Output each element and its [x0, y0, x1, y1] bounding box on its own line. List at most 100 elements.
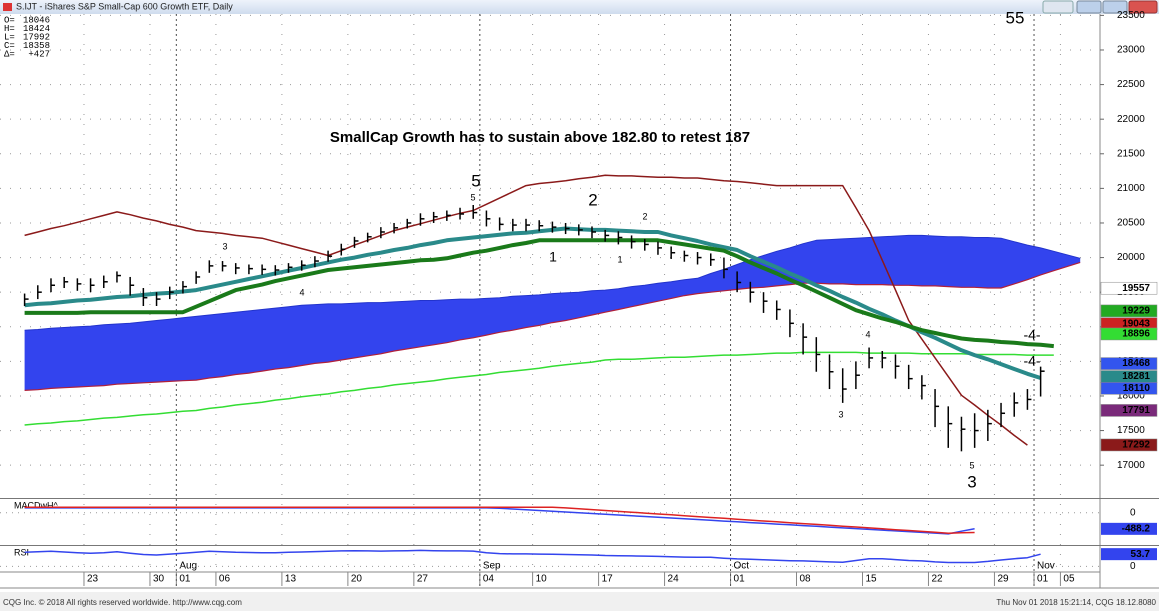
price-tag-label: 18896	[1122, 329, 1150, 340]
y-tick-label: 21500	[1117, 148, 1145, 159]
price-tag	[1100, 281, 1158, 295]
app-icon	[3, 3, 12, 11]
wave-label: 1	[617, 254, 622, 264]
price-tag-label: 17791	[1122, 405, 1150, 416]
wave-label: 5	[969, 460, 974, 470]
x-tick-label: 10	[536, 574, 548, 585]
y-tick-label: 20500	[1117, 218, 1145, 229]
value-tag	[1101, 522, 1157, 535]
window-title: S.IJT - iShares S&P Small-Cap 600 Growth…	[16, 1, 233, 11]
price-tag	[1100, 404, 1158, 417]
x-tick-label: 24	[668, 574, 680, 585]
x-tick-label: 30	[153, 574, 165, 585]
x-tick-label: 15	[865, 574, 877, 585]
y-tick-label: 23500	[1117, 10, 1145, 21]
price-tag-label: 19043	[1122, 318, 1150, 329]
title-bar	[0, 0, 1159, 14]
y-tick-label: 0	[1130, 507, 1136, 518]
wave-label: 4	[299, 287, 304, 297]
close-button[interactable]	[1128, 0, 1158, 14]
month-label: Sep	[483, 561, 501, 572]
month-label: Nov	[1037, 561, 1055, 572]
x-tick-label: 23	[87, 574, 99, 585]
wave-label: 3	[967, 472, 976, 491]
link-button[interactable]	[1042, 0, 1074, 14]
info-key: O=	[4, 15, 15, 25]
x-tick-label: 04	[483, 574, 495, 585]
price-tag-label: 18468	[1122, 358, 1150, 369]
price-tag-label: 19229	[1122, 306, 1150, 317]
x-tick-label: 01	[1037, 574, 1049, 585]
pane-line	[24, 506, 975, 534]
price-tag-label: 18110	[1123, 383, 1151, 394]
chart-title: SmallCap Growth has to sustain above 182…	[330, 129, 750, 146]
price-tag	[1100, 304, 1158, 318]
info-key: C=	[4, 41, 15, 51]
x-tick-label: 13	[285, 574, 297, 585]
info-value: 18046	[23, 15, 50, 25]
chart-layer: 1700017500180001850019000195002000020500…	[0, 8, 1159, 589]
wave-label: 55	[1006, 8, 1025, 27]
price-tag-label: 18281	[1122, 371, 1150, 382]
wave-label: 5	[471, 171, 480, 190]
price-tag	[1100, 327, 1158, 341]
info-value: 18424	[23, 24, 50, 34]
x-tick-label: 08	[800, 574, 812, 585]
cloud-upper	[24, 234, 1081, 331]
footer-bar	[0, 592, 1159, 611]
month-label: Oct	[734, 561, 750, 572]
y-tick-label: 21000	[1117, 183, 1145, 194]
info-key: H=	[4, 24, 15, 34]
price-tag	[1100, 357, 1158, 370]
footer-timestamp: Thu Nov 01 2018 15:21:14, CQG 18.12.8080	[996, 598, 1156, 607]
indicator-line	[24, 238, 1054, 349]
wave-label: 4	[865, 329, 870, 339]
pane-label: RSI	[14, 547, 29, 557]
value-tag-label: 53.7	[1131, 549, 1151, 560]
wave-label: 2	[642, 211, 647, 221]
pane-label: MACDwH^	[14, 500, 58, 510]
x-tick-label: 22	[931, 574, 943, 585]
info-key: L=	[4, 32, 15, 42]
month-label: Aug	[179, 561, 197, 572]
cloud	[24, 235, 1081, 391]
cloud-lower	[24, 261, 1081, 391]
wave-label: 3	[838, 409, 843, 419]
price-tag-label: 19557	[1122, 283, 1150, 294]
x-tick-label: 01	[179, 574, 191, 585]
maximize-button[interactable]	[1102, 0, 1128, 14]
wave-label: 5	[470, 192, 475, 202]
value-tag-label: -488.2	[1122, 523, 1151, 534]
info-value: 17992	[23, 32, 50, 42]
y-tick-label: 17000	[1117, 460, 1145, 471]
x-tick-label: 27	[417, 574, 429, 585]
pane-line	[24, 549, 1041, 564]
wave-label: 1	[549, 249, 557, 265]
y-tick-label: 22000	[1117, 114, 1145, 125]
y-tick-label: 20000	[1117, 252, 1145, 263]
x-tick-label: 06	[219, 574, 231, 585]
y-tick-label: 18000	[1117, 391, 1145, 402]
info-value: 18358	[23, 41, 50, 51]
x-tick-label: 29	[997, 574, 1009, 585]
y-tick-label: 23000	[1117, 45, 1145, 56]
x-tick-label: 05	[1063, 574, 1075, 585]
wave-label: -4-	[1023, 327, 1040, 343]
x-tick-label: 01	[734, 574, 746, 585]
y-tick-label: 0	[1130, 561, 1136, 572]
minimize-button[interactable]	[1076, 0, 1102, 14]
info-key: Δ=	[4, 49, 15, 59]
x-tick-label: 20	[351, 574, 363, 585]
price-tag	[1100, 382, 1158, 395]
wave-label: 3	[222, 241, 227, 251]
price-tag-label: 17292	[1122, 440, 1150, 451]
footer-copyright: CQG Inc. © 2018 All rights reserved worl…	[3, 598, 242, 607]
info-value: +427	[28, 49, 50, 59]
x-tick-label: 17	[602, 574, 614, 585]
y-tick-label: 17500	[1117, 425, 1145, 436]
wave-label: 2	[588, 190, 597, 209]
price-tag	[1100, 438, 1158, 452]
indicator-line	[24, 174, 1028, 446]
wave-label: -4-	[1023, 353, 1040, 369]
